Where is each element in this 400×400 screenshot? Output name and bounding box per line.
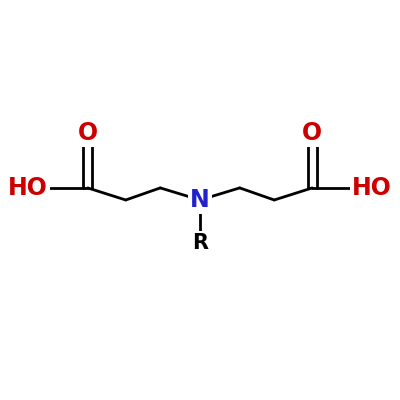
Text: N: N (190, 188, 210, 212)
Text: HO: HO (8, 176, 48, 200)
Text: HO: HO (352, 176, 392, 200)
Text: O: O (302, 121, 322, 145)
Text: O: O (78, 121, 98, 145)
Text: R: R (192, 233, 208, 253)
